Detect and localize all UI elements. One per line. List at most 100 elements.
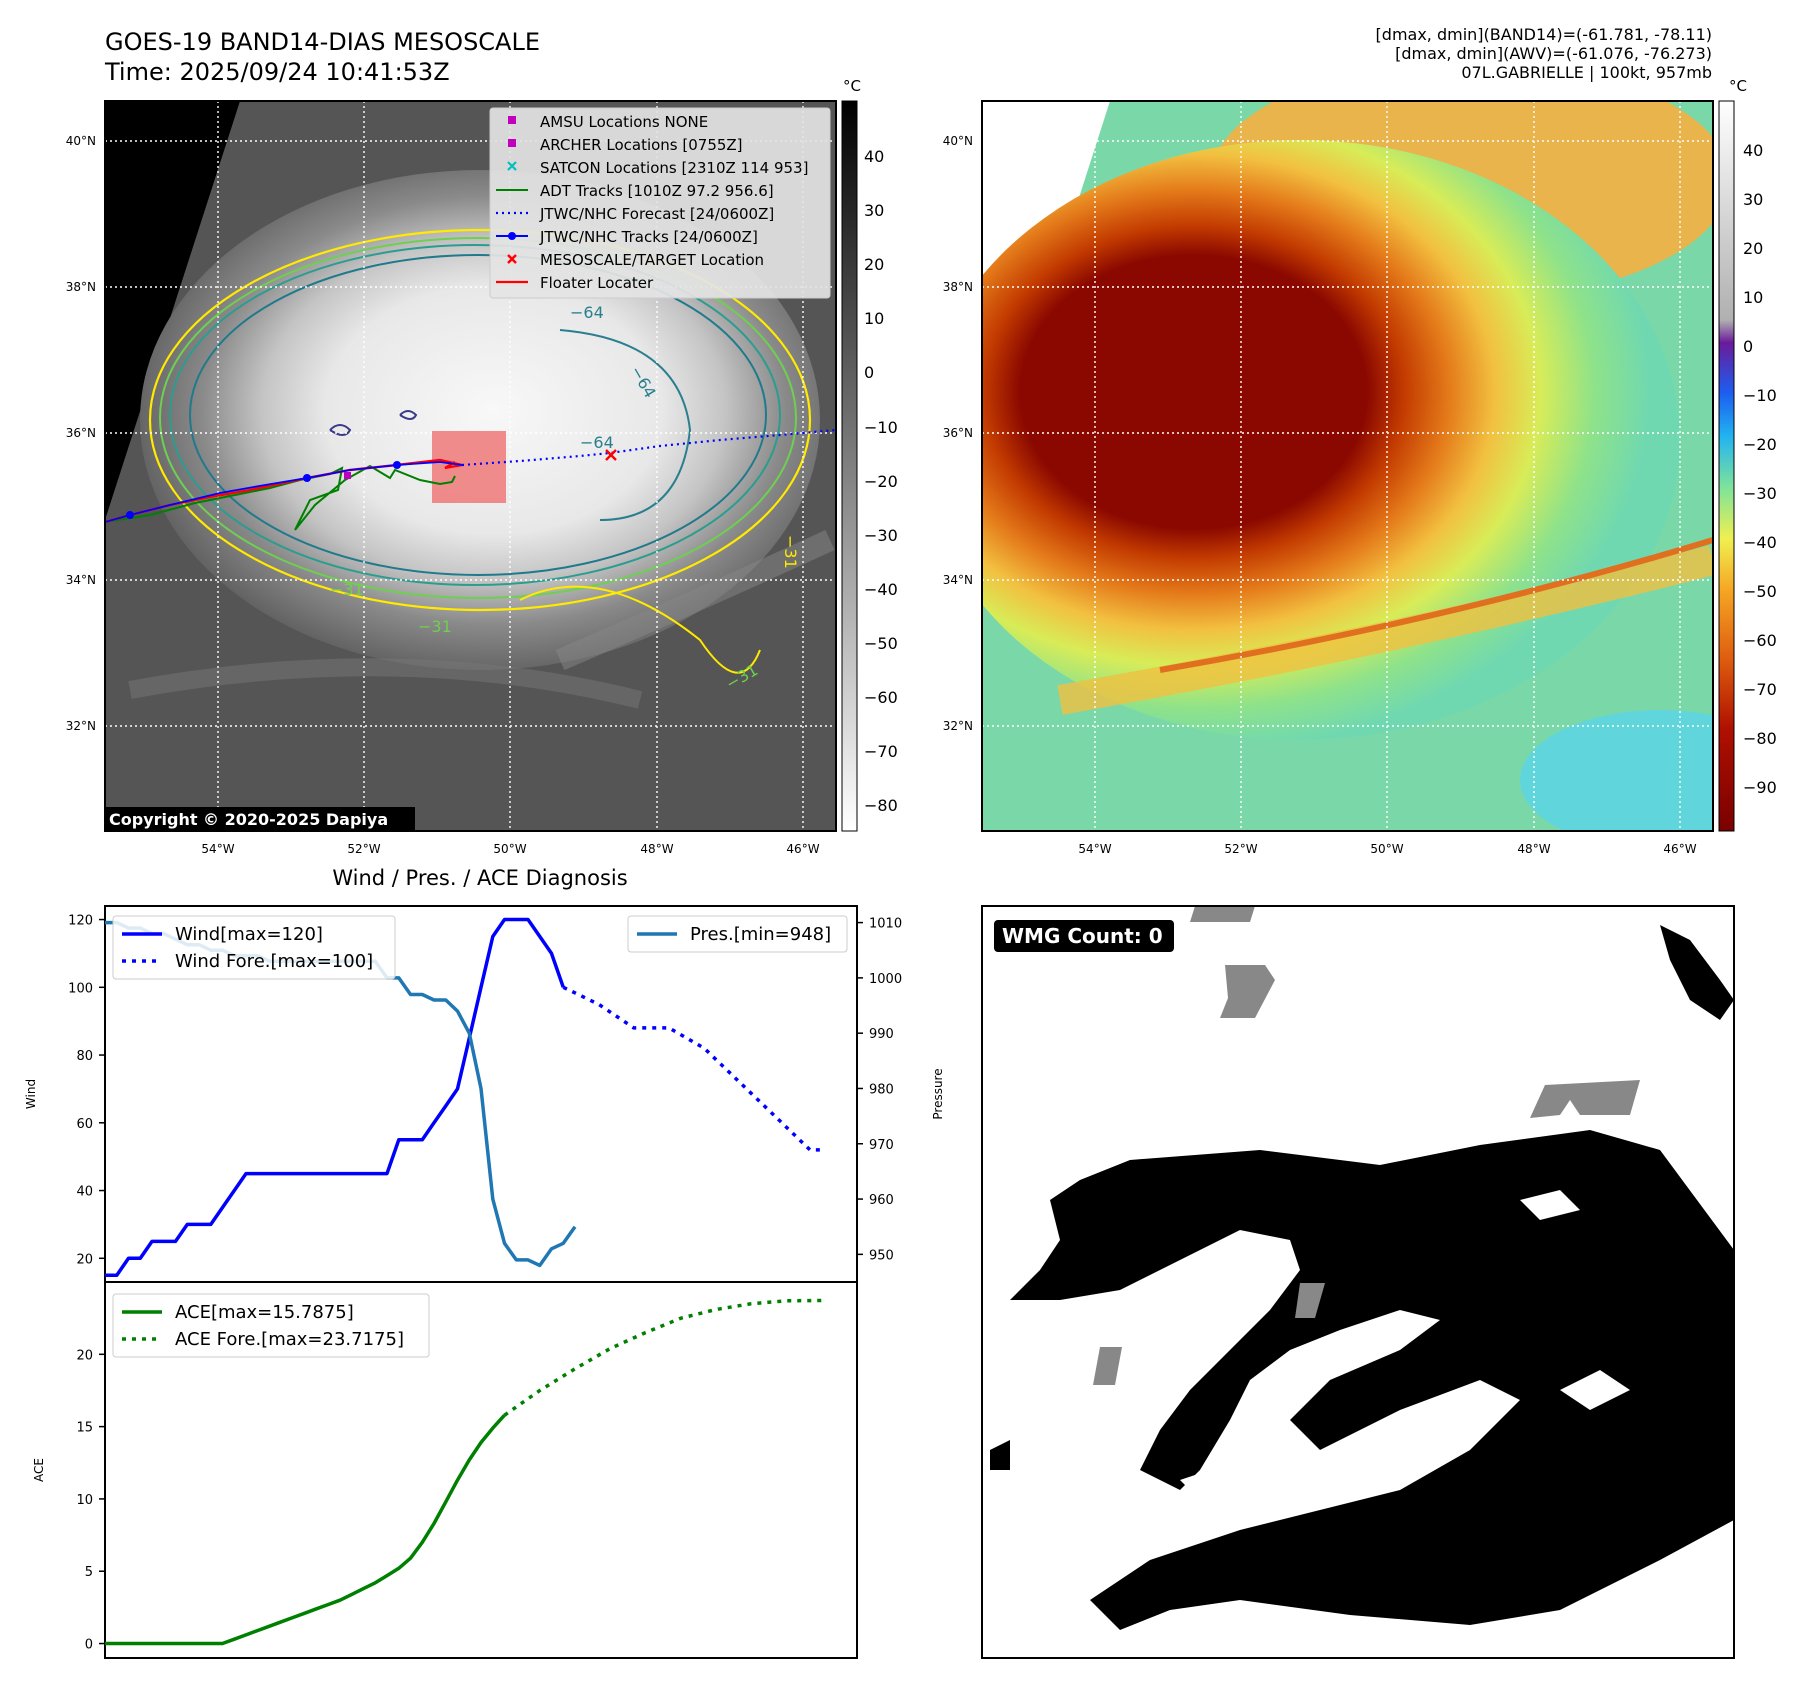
ir-colorbar-tick: 0 [864,363,874,382]
jtwc-track-points [126,461,401,519]
ir-colorbar-tick: −20 [864,472,898,491]
wmg-count-badge [994,920,1174,952]
ir-nodata-region [105,101,240,520]
ace-forecast-series-line [503,1298,822,1417]
ir-colorbar-ticks: 40 30 20 10 0 −10 −20 −30 −40 −50 −60 −7… [864,147,898,815]
ace-tick-label: 0 [85,1638,93,1653]
awv-lat-label: 40°N [943,134,973,148]
awv-colorbar-tick: −40 [1743,533,1777,552]
awv-lon-label: 48°W [1517,842,1550,856]
contour-label: −64 [570,303,604,322]
ir-lon-label: 46°W [786,842,819,856]
storm-info: 07L.GABRIELLE | 100kt, 957mb [1461,63,1712,82]
wind-tick-label: 40 [76,1185,93,1200]
ace-series-line [105,1414,506,1646]
awv-colorbar-tick: 20 [1743,239,1763,258]
ir-lat-label: 36°N [66,426,96,440]
ir-lon-label: 52°W [347,842,380,856]
awv-lat-label: 34°N [943,573,973,587]
copyright-badge [105,807,415,831]
awv-lat-label: 36°N [943,426,973,440]
wind-tick-label: 20 [76,1252,93,1267]
ir-lon-label: 54°W [201,842,234,856]
awv-lon-label: 46°W [1663,842,1696,856]
ir-colorbar-tick: 40 [864,147,884,166]
contour-teal [169,244,781,586]
wind-series-line [105,917,565,1277]
awv-lat-label: 32°N [943,719,973,733]
awv-colorbar-ticks: 40 30 20 10 0 −10 −20 −30 −40 −50 −60 −7… [1743,141,1777,797]
pressure-legend: Pres.[min=948] [627,915,848,953]
pressure-tick-label: 970 [869,1138,894,1153]
ace-legend: ACE[max=15.7875] ACE Fore.[max=23.7175] [112,1293,430,1358]
wmg-count-text: WMG Count: 0 [1002,924,1163,948]
awv-storm-core [982,140,1680,740]
wind-legend: Wind[max=120] Wind Fore.[max=100] [112,915,396,980]
ir-colorbar-tick: −50 [864,634,898,653]
ir-colorbar-tick: −30 [864,526,898,545]
legend-archer: ARCHER Locations [0755Z] [540,136,743,154]
legend-wind: Wind[max=120] [175,924,323,945]
awv-gridlines [982,101,1713,831]
awv-colorbar-tick: −10 [1743,386,1777,405]
awv-colorbar-tick: 40 [1743,141,1763,160]
ir-lat-label: 34°N [66,573,96,587]
contour-label: −31 [418,617,452,636]
awv-lon-label: 50°W [1370,842,1403,856]
ir-colorbar-tick: −60 [864,688,898,707]
floater-box [432,431,506,503]
figure-title: GOES-19 BAND14-DIAS MESOSCALE [105,28,540,56]
contour-yellow [148,228,812,612]
pressure-tick-label: 990 [869,1027,894,1042]
ir-lat-label: 40°N [66,134,96,148]
legend-ace-fore: ACE Fore.[max=23.7175] [175,1329,404,1350]
ace-axis-label: ACE [32,1458,46,1482]
legend-tracks: JTWC/NHC Tracks [24/0600Z] [539,228,758,246]
ir-frame [104,100,837,832]
ir-colorbar-tick: 30 [864,201,884,220]
ir-colorbar-tick: −10 [864,418,898,437]
legend-archer-icon [508,139,516,147]
stats-awv: [dmax, dmin](AWV)=(-61.076, -76.273) [1395,44,1712,63]
ir-lon-label: 48°W [640,842,673,856]
diagnosis-title: Wind / Pres. / ACE Diagnosis [332,866,627,890]
pressure-tick-label: 950 [869,1248,894,1263]
ace-tick-label: 5 [85,1565,93,1580]
legend-forecast: JTWC/NHC Forecast [24/0600Z] [539,205,774,223]
legend-amsu: AMSU Locations NONE [540,113,708,131]
wind-tick-label: 80 [76,1049,93,1064]
legend-satcon-icon [507,161,517,171]
ir-map: −64 −64 −64 −31 −31 −31 −31 AMSU Locatio… [66,77,898,856]
figure-time: Time: 2025/09/24 10:41:53Z [104,58,450,86]
diagnosis-panel: Wind / Pres. / ACE Diagnosis Wind Pressu… [24,866,945,1659]
mesoscale-target-marker [605,449,617,461]
awv-colorbar-tick: 10 [1743,288,1763,307]
ir-lat-label: 38°N [66,280,96,294]
wind-tick-label: 100 [68,981,93,996]
wind-tick-label: 120 [68,914,93,929]
awv-colorbar-unit: °C [1729,77,1747,95]
ace-tick-label: 10 [76,1493,93,1508]
wmg-frame [981,905,1735,1659]
legend-adt: ADT Tracks [1010Z 97.2 956.6] [540,182,774,200]
legend-ace: ACE[max=15.7875] [175,1302,354,1323]
awv-colorbar-tick: 30 [1743,190,1763,209]
ace-axes [104,1281,858,1659]
legend-amsu-icon [508,116,516,124]
ace-tick-label: 20 [76,1348,93,1363]
contour-label: −31 [330,580,364,599]
awv-colorbar-tick: −70 [1743,680,1777,699]
ir-colorbar-tick: −80 [864,796,898,815]
legend-satcon: SATCON Locations [2310Z 114 953] [540,159,808,177]
ir-colorbar-unit: °C [843,77,861,95]
pressure-tick-label: 960 [869,1193,894,1208]
legend-floater: Floater Locater [540,274,654,292]
contour-label: −64 [580,433,614,452]
wind-forecast-series-line [562,985,822,1152]
wind-tick-label: 60 [76,1117,93,1132]
awv-colorbar-tick: 0 [1743,337,1753,356]
ir-colorbar [841,100,858,832]
awv-colorbar-tick: −50 [1743,582,1777,601]
awv-colorbar-tick: −30 [1743,484,1777,503]
